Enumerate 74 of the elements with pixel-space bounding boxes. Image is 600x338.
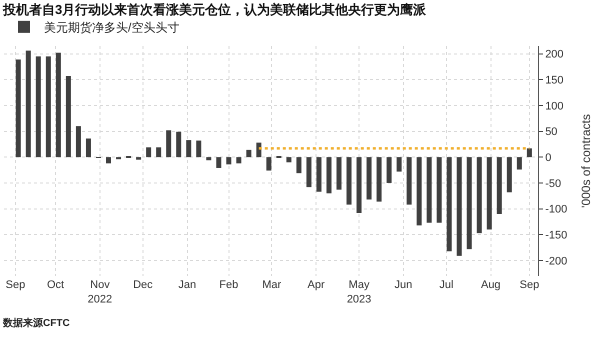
bar: [356, 157, 362, 213]
bar: [476, 157, 482, 234]
bar: [446, 157, 452, 252]
bar: [76, 126, 81, 158]
y-tick-label: -150: [545, 230, 568, 242]
y-tick-label: -100: [545, 204, 568, 216]
x-tick-label: Dec: [133, 279, 154, 291]
bar: [386, 157, 392, 183]
bar: [346, 157, 352, 205]
bar: [176, 132, 182, 158]
bar: [216, 157, 222, 168]
bar: [236, 157, 242, 164]
x-tick-label: Jun: [394, 279, 412, 291]
bar: [366, 157, 372, 200]
bar: [466, 157, 472, 250]
y-tick-label: -200: [545, 255, 568, 268]
bar: [46, 56, 51, 158]
bar: [296, 157, 302, 174]
bar: [86, 138, 91, 158]
bar: [246, 150, 252, 158]
bar: [56, 52, 61, 158]
bar: [66, 76, 71, 158]
bar: [136, 157, 142, 160]
x-tick-label: Feb: [219, 279, 238, 291]
bar: [396, 157, 402, 172]
bar: [196, 140, 202, 158]
legend-label: 美元期货净多头/空头头寸: [44, 20, 180, 35]
bar: [286, 157, 292, 162]
bar: [426, 157, 432, 223]
y-tick-label: 150: [545, 74, 564, 86]
x-tick-label: Jan: [178, 279, 196, 291]
x-tick-label: Aug: [480, 279, 501, 291]
bar: [336, 157, 342, 190]
y-tick-label: -50: [545, 178, 562, 190]
x-tick-label: Sep: [520, 279, 540, 291]
bar: [166, 130, 172, 158]
bar: [146, 147, 152, 158]
bar: [26, 50, 31, 158]
x-tick-label: Oct: [46, 279, 64, 291]
y-axis-title: '000s of contracts: [579, 114, 594, 208]
text: 数据来源CFTC: [2, 317, 70, 329]
bar: [306, 157, 312, 188]
bar: [266, 157, 272, 171]
x-tick-label: Nov 2022: [88, 279, 112, 306]
bar: [256, 142, 262, 158]
bar: [456, 157, 462, 256]
y-tick-label: 50: [545, 126, 558, 138]
bar: [226, 157, 232, 164]
bar: [486, 157, 492, 230]
bar: [516, 157, 522, 170]
bar: [376, 157, 382, 202]
bar: [316, 157, 322, 192]
bar: [496, 157, 502, 214]
bar: [186, 140, 192, 158]
bar: [416, 157, 422, 226]
bar: [36, 56, 41, 158]
bar: [526, 148, 532, 158]
y-tick-label: 200: [545, 48, 564, 61]
y-tick-label: 0: [545, 152, 552, 164]
bar: [156, 147, 162, 158]
bar: [406, 157, 412, 205]
bar: [16, 59, 21, 158]
bar: [106, 157, 112, 164]
bar: [326, 157, 332, 194]
x-tick-label: Jul: [439, 279, 454, 291]
bar: [436, 157, 442, 223]
bar: [506, 157, 512, 192]
x-tick-label: Sep: [6, 279, 26, 291]
y-tick-label: 100: [545, 100, 564, 112]
x-tick-label: May 2023: [346, 279, 372, 306]
x-tick-label: Mar: [262, 279, 282, 291]
bar: [206, 157, 212, 160]
x-tick-label: Apr: [308, 279, 325, 291]
chart-title: 投机者自3月行动以来首次看涨美元仓位，认为美联储比其他央行更为鹰派: [2, 2, 428, 18]
